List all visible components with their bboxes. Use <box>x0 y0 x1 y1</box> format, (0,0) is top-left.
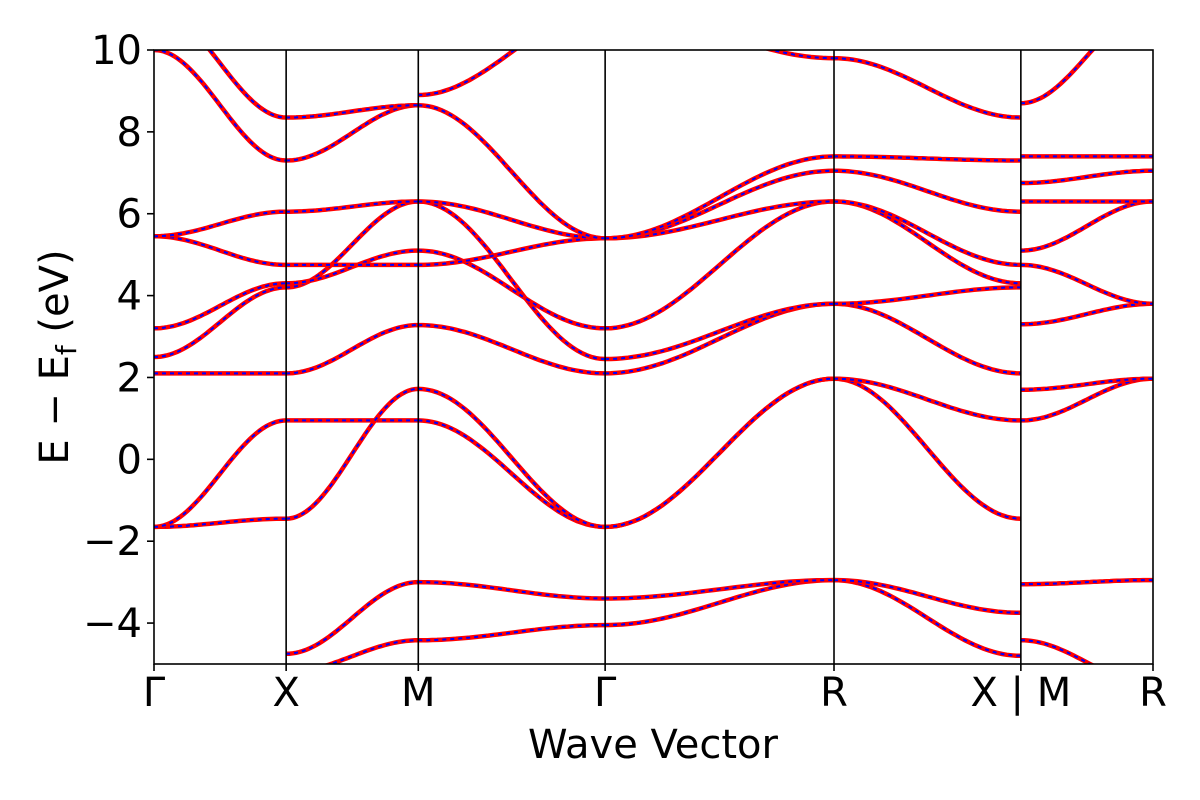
band-line-wannier <box>605 200 834 240</box>
band-line-wannier <box>154 286 287 358</box>
y-tick-label: −2 <box>83 519 142 565</box>
band-line-dft <box>323 638 419 664</box>
band-line-wannier <box>286 387 419 520</box>
y-tick-label: 10 <box>91 28 142 74</box>
band-line-dft <box>418 386 606 530</box>
band-line-wannier <box>327 639 419 664</box>
band-line-dft <box>1020 638 1095 664</box>
band-line-dft <box>834 285 1021 307</box>
band-line-wannier <box>605 377 835 528</box>
band-line-wannier <box>834 169 1021 213</box>
band-line-wannier <box>418 104 606 240</box>
band-line-wannier <box>833 377 1021 422</box>
y-axis-title-unit: (eV) <box>32 249 78 345</box>
band-line-dft <box>154 281 287 331</box>
band-line-wannier <box>286 200 419 213</box>
x-axis-ticks: Γ X M Γ R X | M R <box>143 664 1167 716</box>
band-line-dft <box>605 301 835 362</box>
y-axis-title: E − Ef (eV) <box>32 249 83 464</box>
band-line-wannier <box>1020 377 1153 391</box>
x-tick-label: Γ <box>143 670 166 716</box>
band-line-wannier <box>605 302 835 375</box>
band-line-wannier <box>286 581 419 655</box>
y-tick-label: 8 <box>117 110 142 156</box>
band-line-dft <box>285 386 419 521</box>
y-tick-label: 2 <box>117 355 142 401</box>
band-line-wannier <box>1020 169 1153 184</box>
band-line-dft <box>418 418 606 530</box>
y-axis-title-main: E − E <box>32 355 78 465</box>
band-line-wannier <box>286 249 419 285</box>
band-line-wannier <box>834 155 1021 162</box>
band-line-dft <box>605 199 835 331</box>
band-line-wannier <box>1020 579 1153 586</box>
band-line-wannier <box>833 200 1021 266</box>
band-line-dft <box>1020 199 1153 253</box>
x-tick-label: X | M <box>970 670 1071 716</box>
y-tick-label: −4 <box>83 601 142 647</box>
band-line-wannier <box>768 50 835 60</box>
band-line-dft <box>1020 262 1153 307</box>
y-tick-label: 4 <box>117 274 142 320</box>
band-line-wannier <box>154 517 287 528</box>
band-line-dft <box>418 579 606 601</box>
band-line-wannier <box>418 387 606 528</box>
band-line-dft <box>418 199 606 241</box>
band-line-dft <box>605 577 835 628</box>
x-tick-label: R <box>1139 670 1167 716</box>
band-line-wannier <box>833 377 1021 520</box>
band-line-wannier <box>418 324 606 375</box>
band-line-wannier <box>833 302 1021 375</box>
band-lines <box>154 50 1153 664</box>
band-line-dft <box>834 577 1021 616</box>
high-symmetry-lines <box>285 50 1022 664</box>
y-tick-label: 0 <box>117 437 142 483</box>
band-line-dft <box>154 285 287 360</box>
x-axis-title: Wave Vector <box>528 722 779 768</box>
x-tick-label: R <box>820 670 848 716</box>
band-line-wannier <box>605 169 835 240</box>
band-line-dft <box>418 622 606 643</box>
band-line-wannier <box>1020 302 1153 326</box>
band-line-dft <box>154 418 287 530</box>
plot-frame <box>153 49 1154 665</box>
band-line-wannier <box>154 210 287 238</box>
y-tick-label: 6 <box>117 192 142 238</box>
band-line-wannier <box>418 200 606 360</box>
band-line-wannier <box>1020 50 1094 105</box>
band-line-dft <box>833 577 1021 659</box>
band-line-wannier <box>833 57 1021 119</box>
band-line-wannier <box>286 104 419 162</box>
y-axis-ticks: −4 −2 0 2 4 6 8 10 <box>83 28 154 647</box>
band-line-wannier <box>418 50 517 96</box>
band-line-wannier <box>286 200 419 289</box>
band-line-wannier <box>605 155 835 240</box>
x-tick-label: Γ <box>594 670 617 716</box>
band-line-dft <box>833 199 1021 286</box>
band-line-dft <box>286 322 419 376</box>
band-line-wannier <box>154 50 287 162</box>
band-line-dft <box>834 154 1021 163</box>
x-tick-label: X <box>272 670 299 716</box>
band-line-dft <box>763 50 835 61</box>
x-tick-label: M <box>401 670 436 716</box>
band-line-wannier <box>154 235 287 266</box>
y-axis-title-subscript: f <box>50 344 83 355</box>
band-line-wannier <box>208 50 287 119</box>
band-line-wannier <box>1020 200 1153 252</box>
band-line-wannier <box>286 104 419 119</box>
band-line-dft <box>418 199 606 362</box>
band-line-dft <box>833 301 1021 376</box>
band-line-dft <box>418 236 606 268</box>
band-line-wannier <box>605 579 834 600</box>
band-line-dft <box>418 248 606 331</box>
band-line-wannier <box>286 324 419 375</box>
